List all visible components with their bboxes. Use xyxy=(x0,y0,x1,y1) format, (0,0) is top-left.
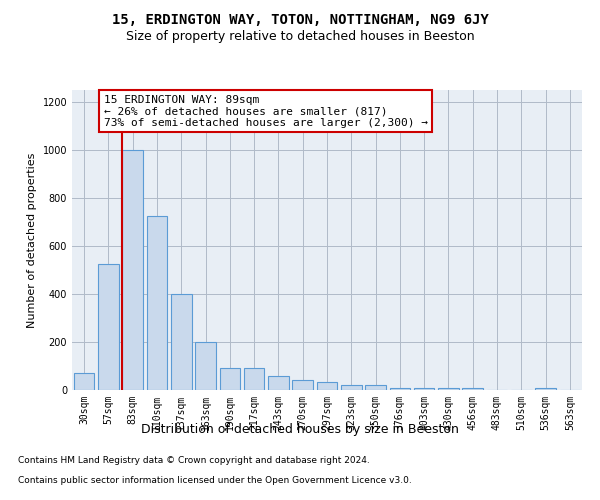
Bar xyxy=(220,368,240,390)
Bar xyxy=(463,388,483,390)
Text: Contains HM Land Registry data © Crown copyright and database right 2024.: Contains HM Land Registry data © Crown c… xyxy=(18,456,370,465)
Bar xyxy=(535,388,556,390)
Bar xyxy=(195,342,216,390)
Bar xyxy=(438,388,459,390)
Bar xyxy=(268,376,289,390)
Bar xyxy=(122,150,143,390)
Bar xyxy=(98,264,119,390)
Text: Contains public sector information licensed under the Open Government Licence v3: Contains public sector information licen… xyxy=(18,476,412,485)
Bar xyxy=(414,388,434,390)
Bar xyxy=(244,368,265,390)
Bar xyxy=(317,382,337,390)
Text: Size of property relative to detached houses in Beeston: Size of property relative to detached ho… xyxy=(125,30,475,43)
Bar xyxy=(365,385,386,390)
Bar xyxy=(171,294,191,390)
Bar xyxy=(341,385,362,390)
Y-axis label: Number of detached properties: Number of detached properties xyxy=(27,152,37,328)
Text: Distribution of detached houses by size in Beeston: Distribution of detached houses by size … xyxy=(141,422,459,436)
Text: 15, ERDINGTON WAY, TOTON, NOTTINGHAM, NG9 6JY: 15, ERDINGTON WAY, TOTON, NOTTINGHAM, NG… xyxy=(112,12,488,26)
Bar xyxy=(146,216,167,390)
Bar xyxy=(389,388,410,390)
Bar xyxy=(74,373,94,390)
Bar xyxy=(292,380,313,390)
Text: 15 ERDINGTON WAY: 89sqm
← 26% of detached houses are smaller (817)
73% of semi-d: 15 ERDINGTON WAY: 89sqm ← 26% of detache… xyxy=(104,95,428,128)
